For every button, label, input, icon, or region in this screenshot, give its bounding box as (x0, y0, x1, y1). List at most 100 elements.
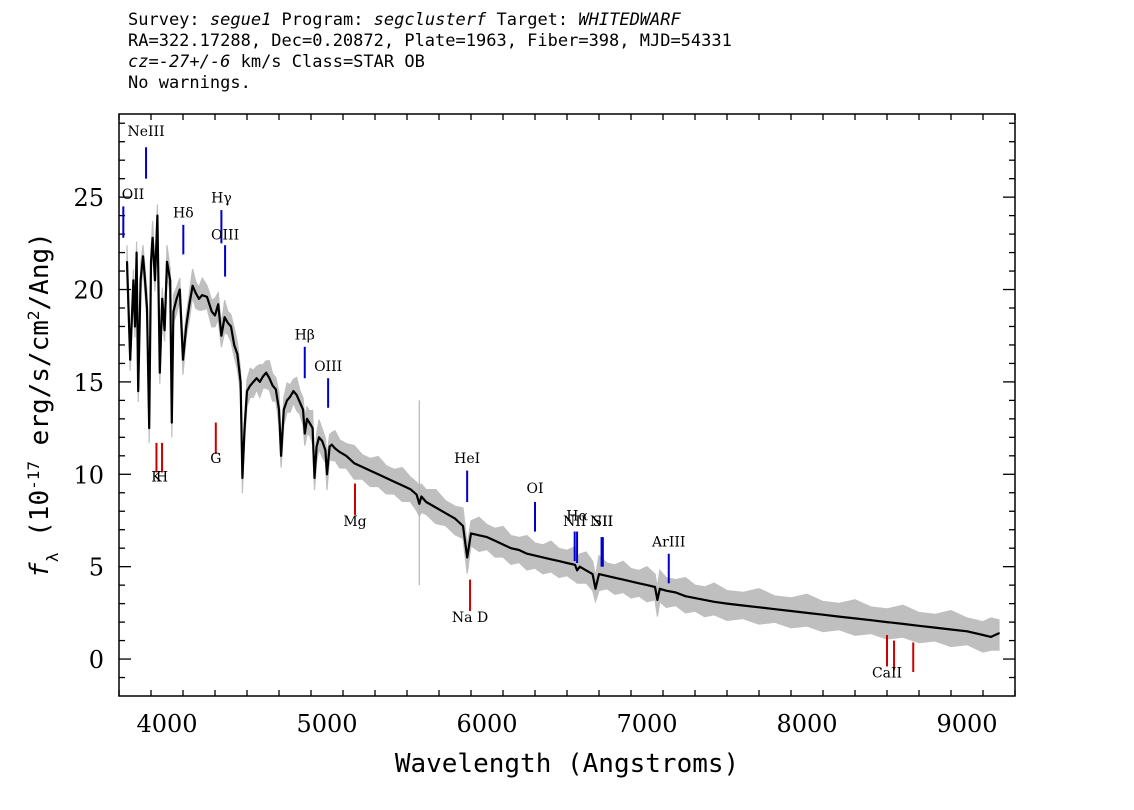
flux-point (265, 371, 268, 374)
flux-point (658, 587, 661, 590)
y-axis-title-subscript: λ (43, 552, 62, 562)
flux-point (178, 288, 181, 291)
flux-point (591, 573, 594, 575)
flux-point (220, 334, 223, 337)
flux-point (143, 273, 146, 276)
flux-point (510, 547, 512, 550)
flux-point (226, 321, 229, 324)
flux-point (345, 454, 348, 457)
flux-point (158, 371, 161, 374)
flux-point (646, 584, 648, 586)
redshift-value: cz=-27+/-6 (128, 52, 231, 72)
flux-point (353, 462, 356, 465)
flux-point (574, 563, 576, 566)
y-axis-title-symbol: f (25, 562, 55, 578)
flux-point (418, 502, 421, 505)
flux-point (330, 443, 333, 446)
flux-point (550, 558, 552, 561)
flux-point (198, 297, 200, 300)
flux-point (369, 469, 372, 472)
x-tick-label: 7000 (616, 710, 677, 738)
flux-point (217, 303, 220, 306)
y-tick-label: 20 (73, 277, 104, 305)
flux-point (454, 517, 456, 520)
flux-point (558, 560, 560, 562)
axis-ticks (118, 114, 1016, 696)
y-axis-title-part-2: erg/s/cm (25, 320, 55, 461)
flux-point (638, 582, 640, 585)
flux-point (950, 628, 952, 631)
flux-point (126, 260, 128, 263)
flux-point (129, 358, 132, 361)
line-label: SII (593, 514, 614, 530)
flux-point (462, 525, 464, 527)
flux-point (246, 390, 248, 392)
flux-point (274, 388, 277, 391)
flux-point (742, 604, 744, 607)
survey-label: Survey: (128, 10, 210, 30)
spectrum-header: Survey: segue1 Program: segclusterf Targ… (128, 10, 732, 94)
flux-point (170, 421, 173, 424)
flux-point (870, 619, 872, 622)
class-text: km/s Class=STAR OB (230, 52, 425, 72)
flux-point (324, 449, 327, 452)
line-label: Na D (452, 610, 488, 626)
flux-point (434, 506, 437, 509)
flux-point (614, 576, 616, 579)
line-label: OIII (314, 359, 342, 375)
flux-point (328, 445, 331, 448)
flux-point (822, 613, 824, 616)
flux-point (201, 294, 204, 296)
flux-point (934, 626, 936, 629)
y-tick-label: 15 (73, 369, 104, 397)
flux-point (684, 595, 687, 598)
flux-point (654, 586, 656, 588)
flux-point (854, 617, 856, 620)
line-label: Hγ (211, 191, 232, 207)
line-label: ArIII (651, 534, 685, 550)
flux-point (886, 621, 888, 623)
flux-point (185, 325, 188, 328)
program-label: Program: (271, 10, 374, 30)
line-label: Mg (343, 514, 366, 530)
flux-point (243, 427, 246, 429)
flux-point (401, 484, 404, 487)
flux-point (137, 390, 140, 392)
flux-point (306, 418, 308, 420)
flux-point (262, 375, 264, 378)
y-axis-title-exponent-2: 2 (24, 310, 43, 320)
flux-point (206, 296, 208, 298)
flux-point (302, 408, 304, 411)
flux-point (576, 569, 578, 572)
y-tick-label: 5 (89, 554, 104, 582)
flux-point (713, 600, 716, 603)
line-label: HeI (454, 451, 480, 467)
flux-point (150, 260, 152, 263)
header-line-3: cz=-27+/-6 km/s Class=STAR OB (128, 52, 732, 73)
x-tick-label: 9000 (936, 710, 997, 738)
flux-point (918, 624, 920, 627)
flux-point (182, 358, 184, 361)
flux-point (132, 279, 135, 282)
line-label: OIII (211, 228, 239, 244)
error-envelope (126, 204, 1000, 653)
flux-point (726, 602, 728, 605)
line-label: K (151, 470, 162, 486)
flux-point (161, 297, 164, 300)
header-line-1: Survey: segue1 Program: segclusterf Targ… (128, 10, 732, 31)
flux-point (139, 279, 142, 282)
line-label: CaII (872, 666, 902, 682)
flux-point (478, 534, 480, 537)
flux-point (665, 589, 668, 592)
flux-point (334, 447, 336, 450)
flux-point (361, 466, 364, 468)
y-tick-label: 25 (73, 184, 104, 212)
flux-point (806, 612, 808, 614)
flux-point (255, 377, 258, 380)
flux-point (282, 408, 285, 411)
flux-point (542, 556, 544, 559)
flux-point (194, 292, 197, 295)
y-tick-label: 10 (73, 461, 104, 489)
